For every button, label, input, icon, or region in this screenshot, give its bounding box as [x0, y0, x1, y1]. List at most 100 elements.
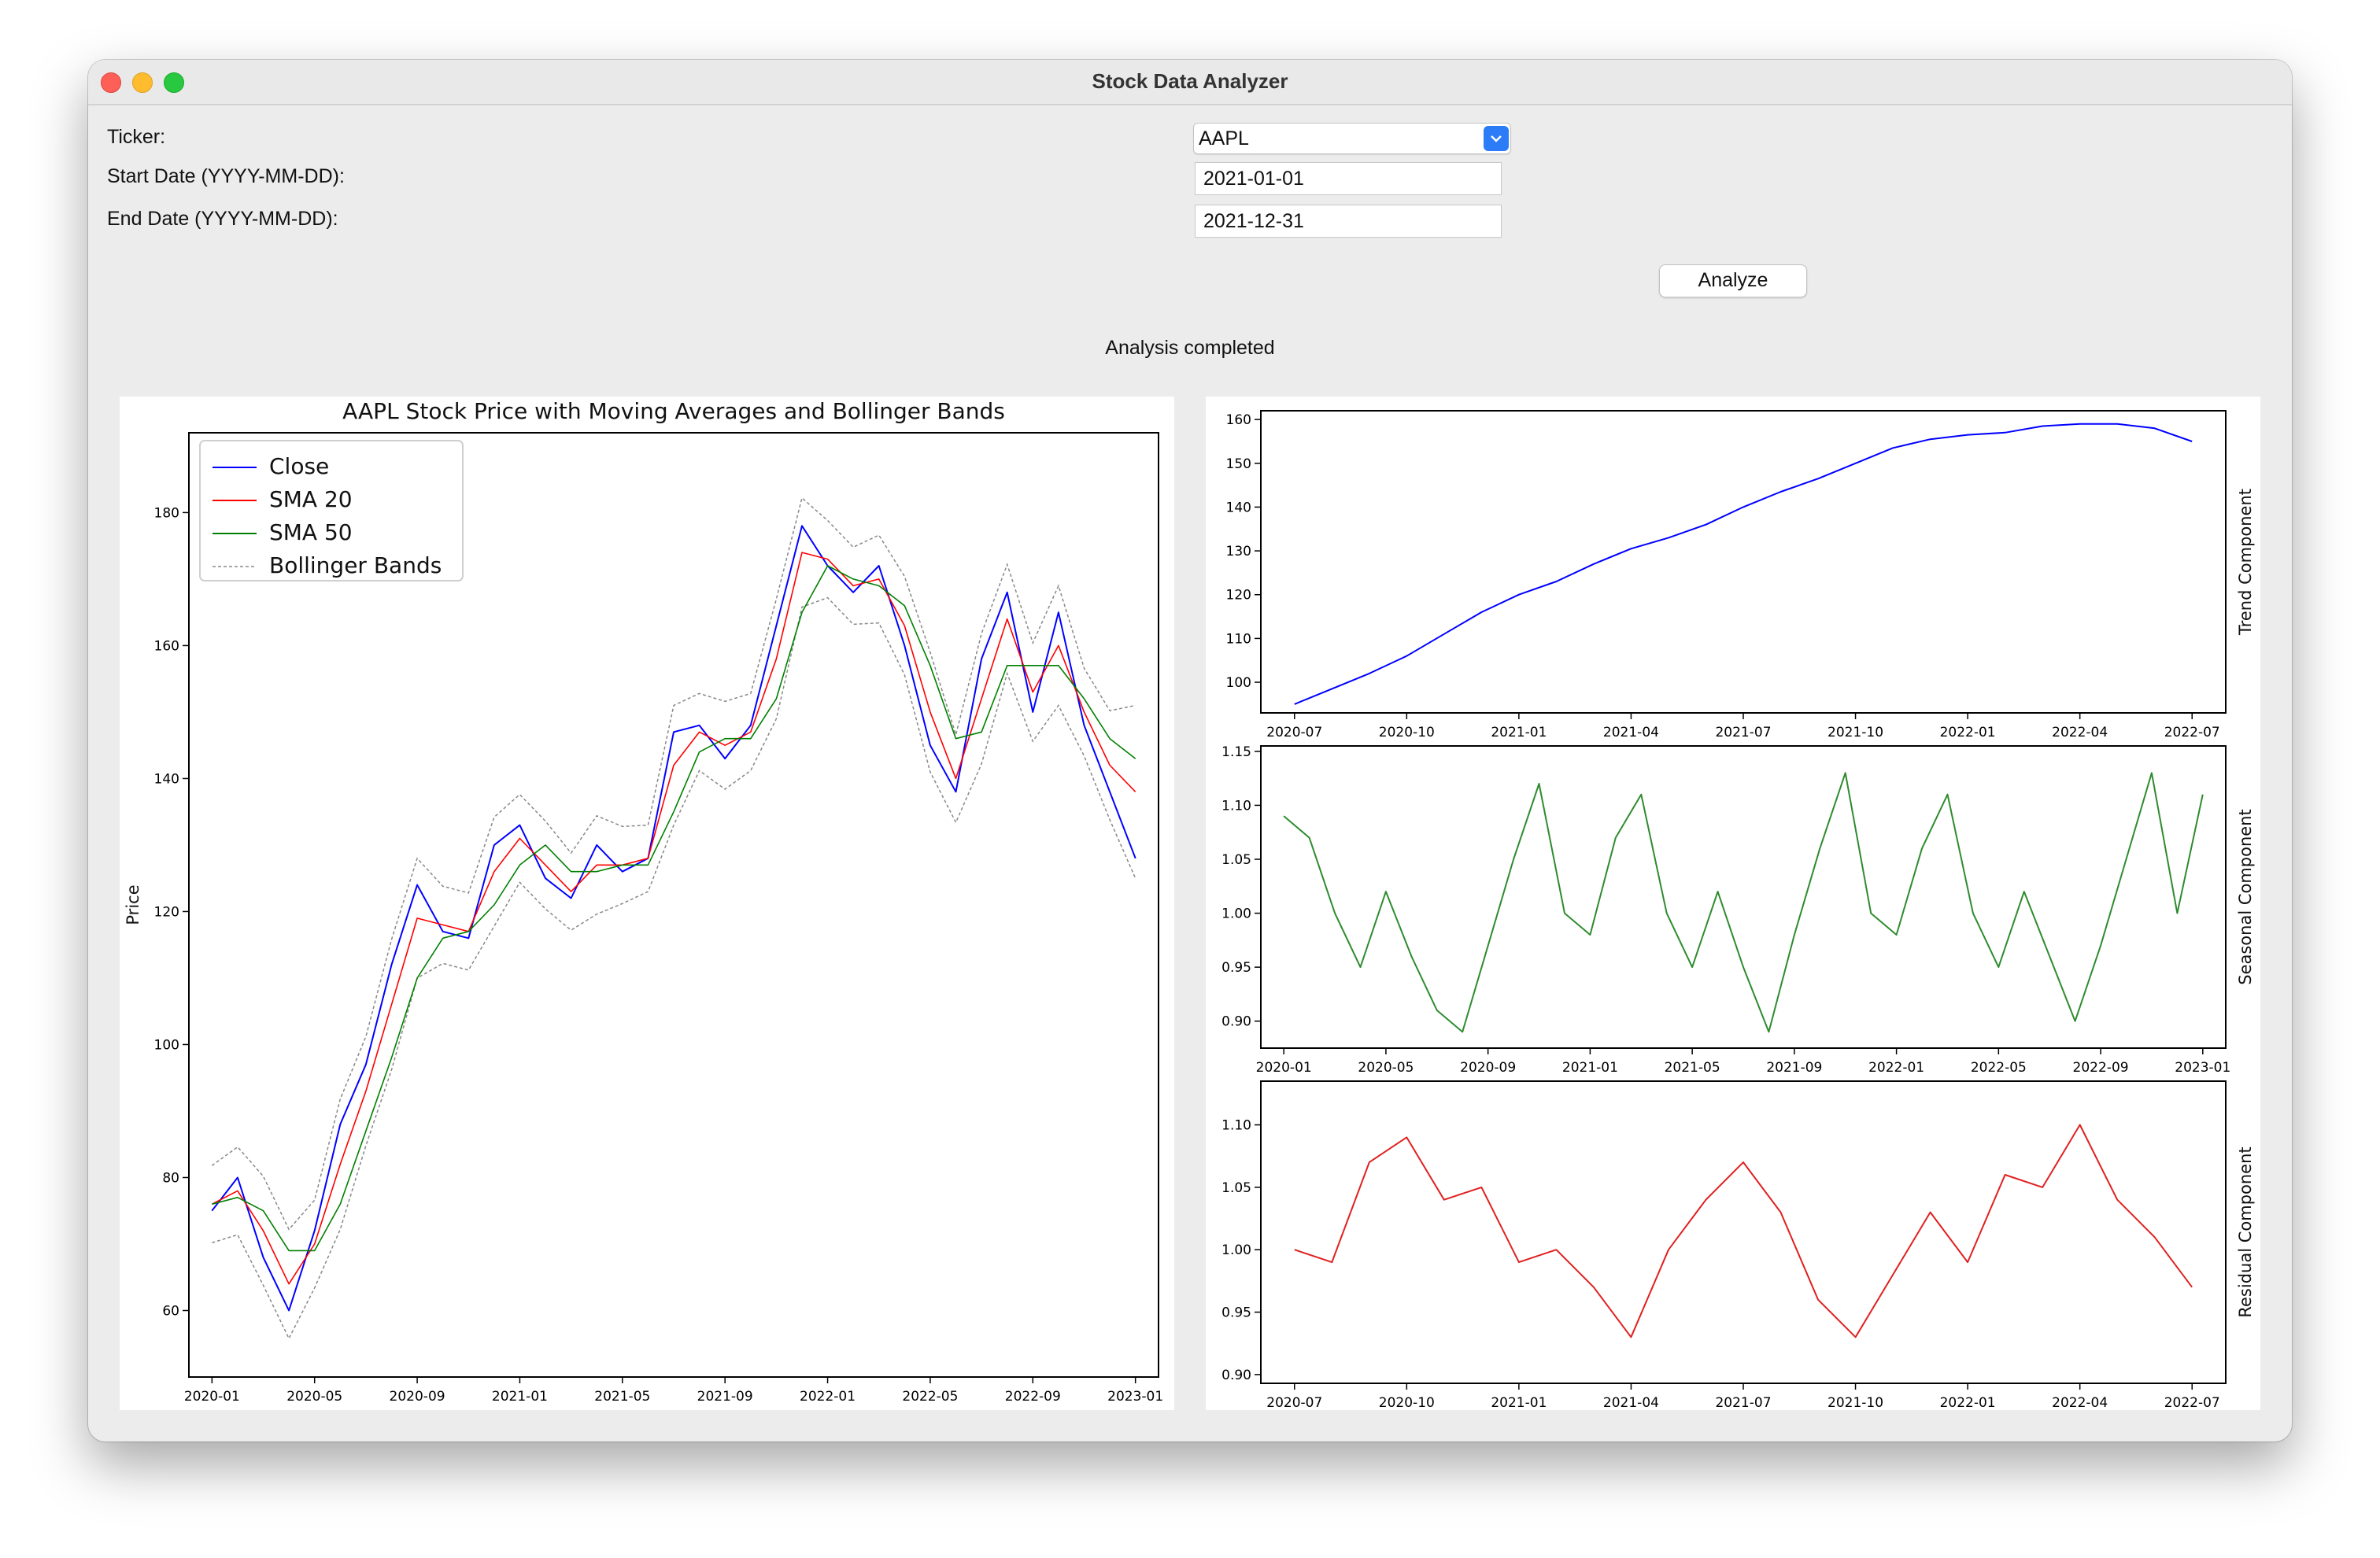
residual-line [1294, 1124, 2193, 1338]
y-tick-label: 0.90 [1221, 1368, 1251, 1383]
x-tick-label: 2020-09 [1460, 1060, 1516, 1076]
y-tick-label: 1.00 [1221, 1242, 1251, 1258]
y-tick-label: 1.05 [1221, 1180, 1251, 1196]
plot-frame [1260, 410, 2227, 714]
legend-box [199, 440, 464, 581]
end-date-label: End Date (YYYY-MM-DD): [107, 208, 338, 230]
x-tick-label: 2021-01 [492, 1389, 548, 1405]
plot-frame [1260, 745, 2227, 1049]
bollinger-lower-line [212, 596, 1136, 1340]
status-text: Analysis completed [1105, 337, 1275, 359]
window-title: Stock Data Analyzer [1092, 69, 1288, 93]
x-tick-label: 2022-05 [1971, 1060, 2027, 1076]
y-tick-label: 140 [1226, 500, 1251, 515]
app-window: Stock Data Analyzer Ticker: AAPL Start D… [88, 60, 2292, 1442]
x-tick-label: 2020-05 [1358, 1060, 1414, 1076]
sma20-line [211, 552, 1136, 1285]
x-tick-label: 2022-09 [2073, 1060, 2129, 1076]
y-tick-label: 1.05 [1221, 852, 1251, 868]
x-tick-label: 2022-01 [1940, 1395, 1996, 1410]
y-tick-label: 1.10 [1221, 798, 1251, 814]
x-tick-label: 2021-01 [1491, 725, 1547, 740]
legend-sma20-label: SMA 20 [269, 486, 353, 512]
legend-bollinger-label: Bollinger Bands [269, 552, 442, 578]
x-tick-label: 2021-07 [1715, 1395, 1771, 1410]
y-tick-label: 180 [154, 505, 179, 521]
y-tick-label: 160 [1226, 412, 1251, 428]
zoom-window-button[interactable] [164, 72, 184, 93]
y-tick-label: 130 [1226, 544, 1251, 559]
x-tick-label: 2020-10 [1379, 725, 1435, 740]
sma50-line [212, 565, 1136, 1252]
y-axis-label: Price [124, 884, 142, 925]
y-tick-label: 0.90 [1221, 1014, 1251, 1030]
x-tick-label: 2022-05 [902, 1389, 958, 1405]
trend-line [1294, 423, 2193, 705]
y-axis-label: Trend Component [2236, 489, 2255, 636]
y-tick-label: 120 [1226, 588, 1251, 604]
x-tick-label: 2020-07 [1266, 1395, 1322, 1410]
analyze-button[interactable]: Analyze [1659, 264, 1807, 297]
x-tick-label: 2020-01 [184, 1389, 240, 1405]
price-chart-panel: 2020-01 2020-05 2020-09 2021-01 2021-05 2021-… [120, 397, 1174, 1410]
y-tick-label: 1.15 [1221, 744, 1251, 760]
ticker-select[interactable]: AAPL [1193, 123, 1511, 154]
x-tick-label: 2020-09 [390, 1389, 445, 1405]
y-tick-label: 1.00 [1221, 906, 1251, 922]
x-tick-label: 2022-01 [1868, 1060, 1924, 1076]
y-tick-label: 150 [1226, 456, 1251, 472]
y-tick-label: 100 [154, 1037, 179, 1053]
close-window-button[interactable] [101, 72, 121, 93]
x-tick-label: 2023-01 [1107, 1389, 1163, 1405]
minimize-window-button[interactable] [132, 72, 153, 93]
ticker-label: Ticker: [107, 126, 166, 148]
x-tick-label: 2022-04 [2052, 725, 2108, 740]
start-date-input[interactable] [1195, 162, 1502, 195]
x-tick-label: 2022-01 [1940, 725, 1996, 740]
legend-close-label: Close [269, 453, 329, 479]
x-tick-label: 2021-05 [1665, 1060, 1720, 1076]
decomposition-chart: 2020-07 2020-10 2021-01 2021-04 2021-07 2021-… [1221, 410, 2255, 1411]
start-date-label: Start Date (YYYY-MM-DD): [107, 165, 345, 187]
end-date-input[interactable] [1195, 205, 1502, 238]
x-tick-label: 2020-10 [1379, 1395, 1435, 1410]
legend: Close SMA 20 SMA 50 Bollinger Bands [199, 440, 464, 581]
y-axis-label: Seasonal Component [2236, 809, 2255, 985]
x-tick-label: 2021-05 [594, 1389, 650, 1405]
y-tick-label: 0.95 [1221, 960, 1251, 976]
x-tick-label: 2023-01 [2175, 1060, 2230, 1076]
x-tick-label: 2020-01 [1256, 1060, 1312, 1076]
x-tick-label: 2021-04 [1603, 725, 1659, 740]
chevron-down-icon[interactable] [1484, 126, 1509, 151]
close-line [211, 525, 1136, 1312]
x-tick-label: 2021-07 [1715, 725, 1771, 740]
chart-title: AAPL Stock Price with Moving Averages an… [342, 398, 1005, 424]
y-tick-label: 110 [1226, 631, 1251, 647]
y-tick-label: 120 [154, 904, 179, 920]
x-tick-label: 2020-05 [286, 1389, 342, 1405]
x-tick-label: 2022-07 [2164, 725, 2220, 740]
y-tick-label: 80 [162, 1170, 179, 1186]
y-tick-label: 60 [162, 1303, 179, 1319]
x-tick-label: 2021-09 [1766, 1060, 1822, 1076]
x-tick-label: 2022-01 [800, 1389, 856, 1405]
price-chart: 2020-01 2020-05 2020-09 2021-01 2021-05 2021-… [124, 398, 1163, 1405]
x-tick-label: 2022-09 [1005, 1389, 1061, 1405]
x-tick-label: 2021-09 [697, 1389, 753, 1405]
legend-sma50-label: SMA 50 [269, 519, 353, 545]
y-tick-label: 0.95 [1221, 1305, 1251, 1321]
x-tick-label: 2020-07 [1266, 725, 1322, 740]
seasonal-line [1283, 772, 2204, 1033]
y-tick-label: 1.10 [1221, 1118, 1251, 1134]
bollinger-upper-line [211, 497, 1136, 1231]
decomposition-panel: 2020-07 2020-10 2021-01 2021-04 2021-07 2021-… [1206, 397, 2260, 1411]
x-tick-label: 2021-10 [1828, 1395, 1883, 1410]
plot-frame [188, 432, 1159, 1378]
y-tick-label: 160 [154, 638, 179, 654]
ticker-value: AAPL [1199, 127, 1249, 150]
y-axis-label: Residual Component [2236, 1146, 2255, 1317]
x-tick-label: 2021-04 [1603, 1395, 1659, 1410]
y-tick-label: 100 [1226, 675, 1251, 691]
y-tick-label: 140 [154, 771, 179, 787]
x-tick-label: 2021-01 [1491, 1395, 1547, 1410]
